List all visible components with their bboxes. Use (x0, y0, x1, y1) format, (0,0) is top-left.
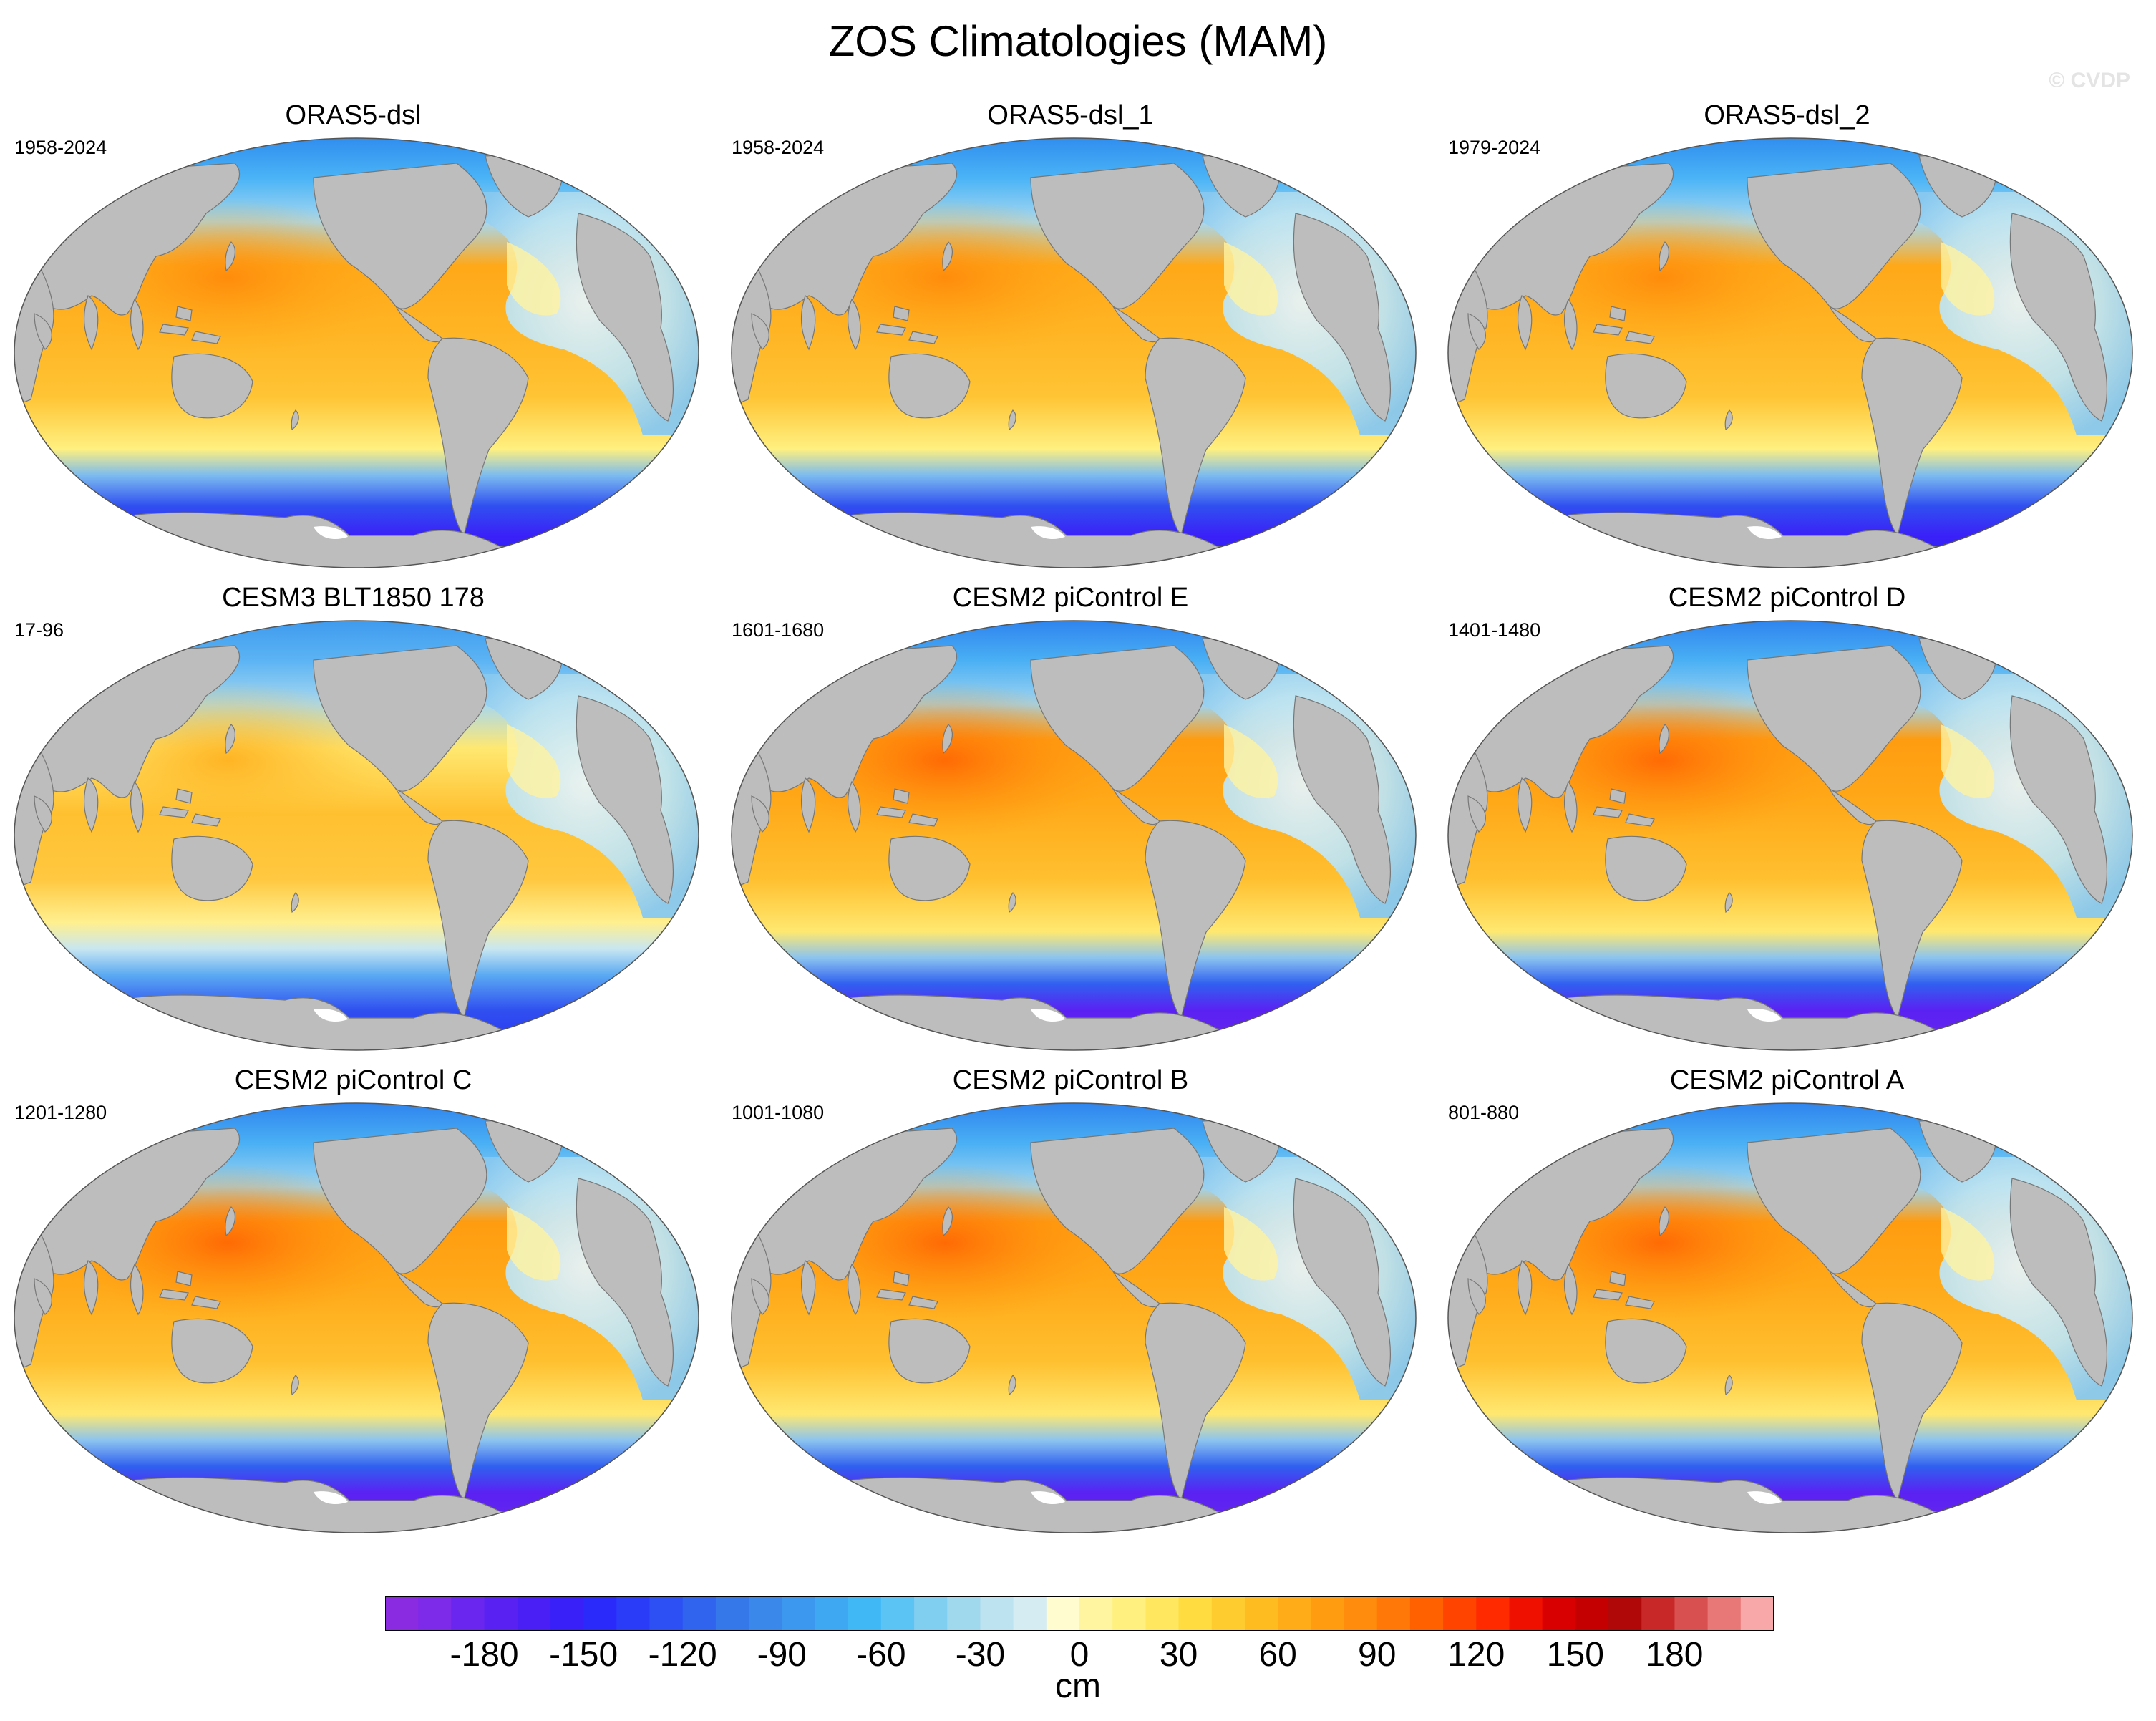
map-panel: ORAS5-dsl 1958-2024 (4, 99, 702, 571)
colorbar-bin (749, 1596, 782, 1631)
global-map (731, 620, 1417, 1051)
colorbar-bin (1244, 1596, 1278, 1631)
colorbar-bin (1376, 1596, 1411, 1631)
colorbar-bin (1608, 1596, 1642, 1631)
colorbar-bin (914, 1596, 948, 1631)
colorbar-bin (1509, 1596, 1543, 1631)
figure-title: ZOS Climatologies (MAM) (828, 17, 1328, 65)
colorbar-bin (1145, 1596, 1180, 1631)
colorbar-tick-labels: -180 -150 -120 -90 -60 -30 0 30 60 90 120 150 180 (0, 1635, 2156, 1678)
colorbar-bin (1344, 1596, 1378, 1631)
colorbar-bin (1178, 1596, 1213, 1631)
cvdp-watermark: © CVDP (2049, 69, 2130, 92)
panel-title: CESM2 piControl A (1669, 1065, 1905, 1095)
colorbar-bin (550, 1596, 584, 1631)
colorbar-tick-label: -120 (648, 1636, 717, 1674)
global-map (14, 1102, 699, 1533)
colorbar-tick-label: 30 (1159, 1636, 1198, 1674)
colorbar-bin (1013, 1596, 1047, 1631)
map-panel: CESM2 piControl E 1601-1680 (722, 581, 1419, 1054)
panel-year-range: 17-96 (14, 619, 64, 641)
panel-title: ORAS5-dsl_1 (987, 100, 1154, 130)
colorbar-bin (1046, 1596, 1080, 1631)
colorbar-tick-label: 0 (1069, 1636, 1089, 1674)
colorbar-tick-label: 180 (1646, 1636, 1704, 1674)
colorbar-bin (418, 1596, 452, 1631)
global-map (14, 137, 699, 568)
colorbar-bin (1211, 1596, 1245, 1631)
panel-year-range: 1958-2024 (14, 137, 107, 158)
map-panel: CESM3 BLT1850 178 17-96 (4, 581, 702, 1054)
map-panel: CESM2 piControl B 1001-1080 (722, 1064, 1419, 1536)
colorbar-bin (1476, 1596, 1510, 1631)
global-map (731, 137, 1417, 568)
colorbar-bin (583, 1596, 617, 1631)
panel-title: CESM3 BLT1850 178 (222, 583, 485, 613)
global-map (731, 1102, 1417, 1533)
colorbar-bin (1311, 1596, 1345, 1631)
colorbar-bin (1641, 1596, 1676, 1631)
colorbar-tick-label: 90 (1358, 1636, 1397, 1674)
colorbar-bin (1409, 1596, 1444, 1631)
global-map (1447, 137, 2133, 568)
panel-year-range: 1979-2024 (1448, 137, 1541, 158)
colorbar-bin (848, 1596, 882, 1631)
colorbar-bin (1707, 1596, 1742, 1631)
panel-year-range: 1001-1080 (732, 1102, 825, 1123)
colorbar-bin (1079, 1596, 1113, 1631)
colorbar (385, 1596, 1774, 1631)
colorbar-bin (517, 1596, 551, 1631)
colorbar-bin (682, 1596, 717, 1631)
colorbar-tick-label: 120 (1447, 1636, 1505, 1674)
panel-year-range: 801-880 (1448, 1102, 1520, 1123)
map-panel: CESM2 piControl C 1201-1280 (4, 1064, 702, 1536)
panel-title: CESM2 piControl E (952, 583, 1189, 613)
panel-title: ORAS5-dsl (285, 100, 422, 130)
colorbar-tick-label: -60 (856, 1636, 906, 1674)
colorbar-tick-label: 150 (1546, 1636, 1604, 1674)
colorbar-bin (1443, 1596, 1477, 1631)
colorbar-bin (947, 1596, 981, 1631)
panel-title: CESM2 piControl D (1668, 583, 1906, 613)
colorbar-bin (782, 1596, 816, 1631)
colorbar-bin (1575, 1596, 1609, 1631)
panel-year-range: 1958-2024 (732, 137, 825, 158)
panel-title: CESM2 piControl C (234, 1065, 472, 1095)
global-map (1447, 1102, 2133, 1533)
colorbar-bin (1278, 1596, 1311, 1631)
colorbar-unit-label: cm (1055, 1667, 1101, 1705)
colorbar-tick-label: -30 (955, 1636, 1006, 1674)
global-map (14, 620, 699, 1051)
colorbar-tick-label: 60 (1258, 1636, 1297, 1674)
map-panel: ORAS5-dsl_2 1979-2024 (1438, 99, 2136, 571)
panel-year-range: 1601-1680 (732, 619, 825, 641)
colorbar-tick-label: -150 (549, 1636, 618, 1674)
colorbar-bin (451, 1596, 485, 1631)
panel-title: ORAS5-dsl_2 (1704, 100, 1870, 130)
colorbar-bin (616, 1596, 651, 1631)
panel-year-range: 1201-1280 (14, 1102, 107, 1123)
colorbar-bin (980, 1596, 1014, 1631)
colorbar-bin (385, 1596, 419, 1631)
colorbar-bin (815, 1596, 849, 1631)
colorbar-bin (649, 1596, 684, 1631)
panel-year-range: 1401-1480 (1448, 619, 1541, 641)
colorbar-tick-label: -180 (450, 1636, 519, 1674)
colorbar-bin (1674, 1596, 1709, 1631)
colorbar-bin (1112, 1596, 1146, 1631)
global-map (1447, 620, 2133, 1051)
map-panel: CESM2 piControl D 1401-1480 (1438, 581, 2136, 1054)
colorbar-tick-label: -90 (757, 1636, 807, 1674)
colorbar-bin (484, 1596, 518, 1631)
colorbar-bin (880, 1596, 915, 1631)
colorbar-bin (715, 1596, 749, 1631)
map-panel: ORAS5-dsl_1 1958-2024 (722, 99, 1419, 571)
colorbar-bin (1542, 1596, 1576, 1631)
colorbar-bin (1740, 1596, 1774, 1631)
panel-title: CESM2 piControl B (952, 1065, 1189, 1095)
map-panel: CESM2 piControl A 801-880 (1438, 1064, 2136, 1536)
